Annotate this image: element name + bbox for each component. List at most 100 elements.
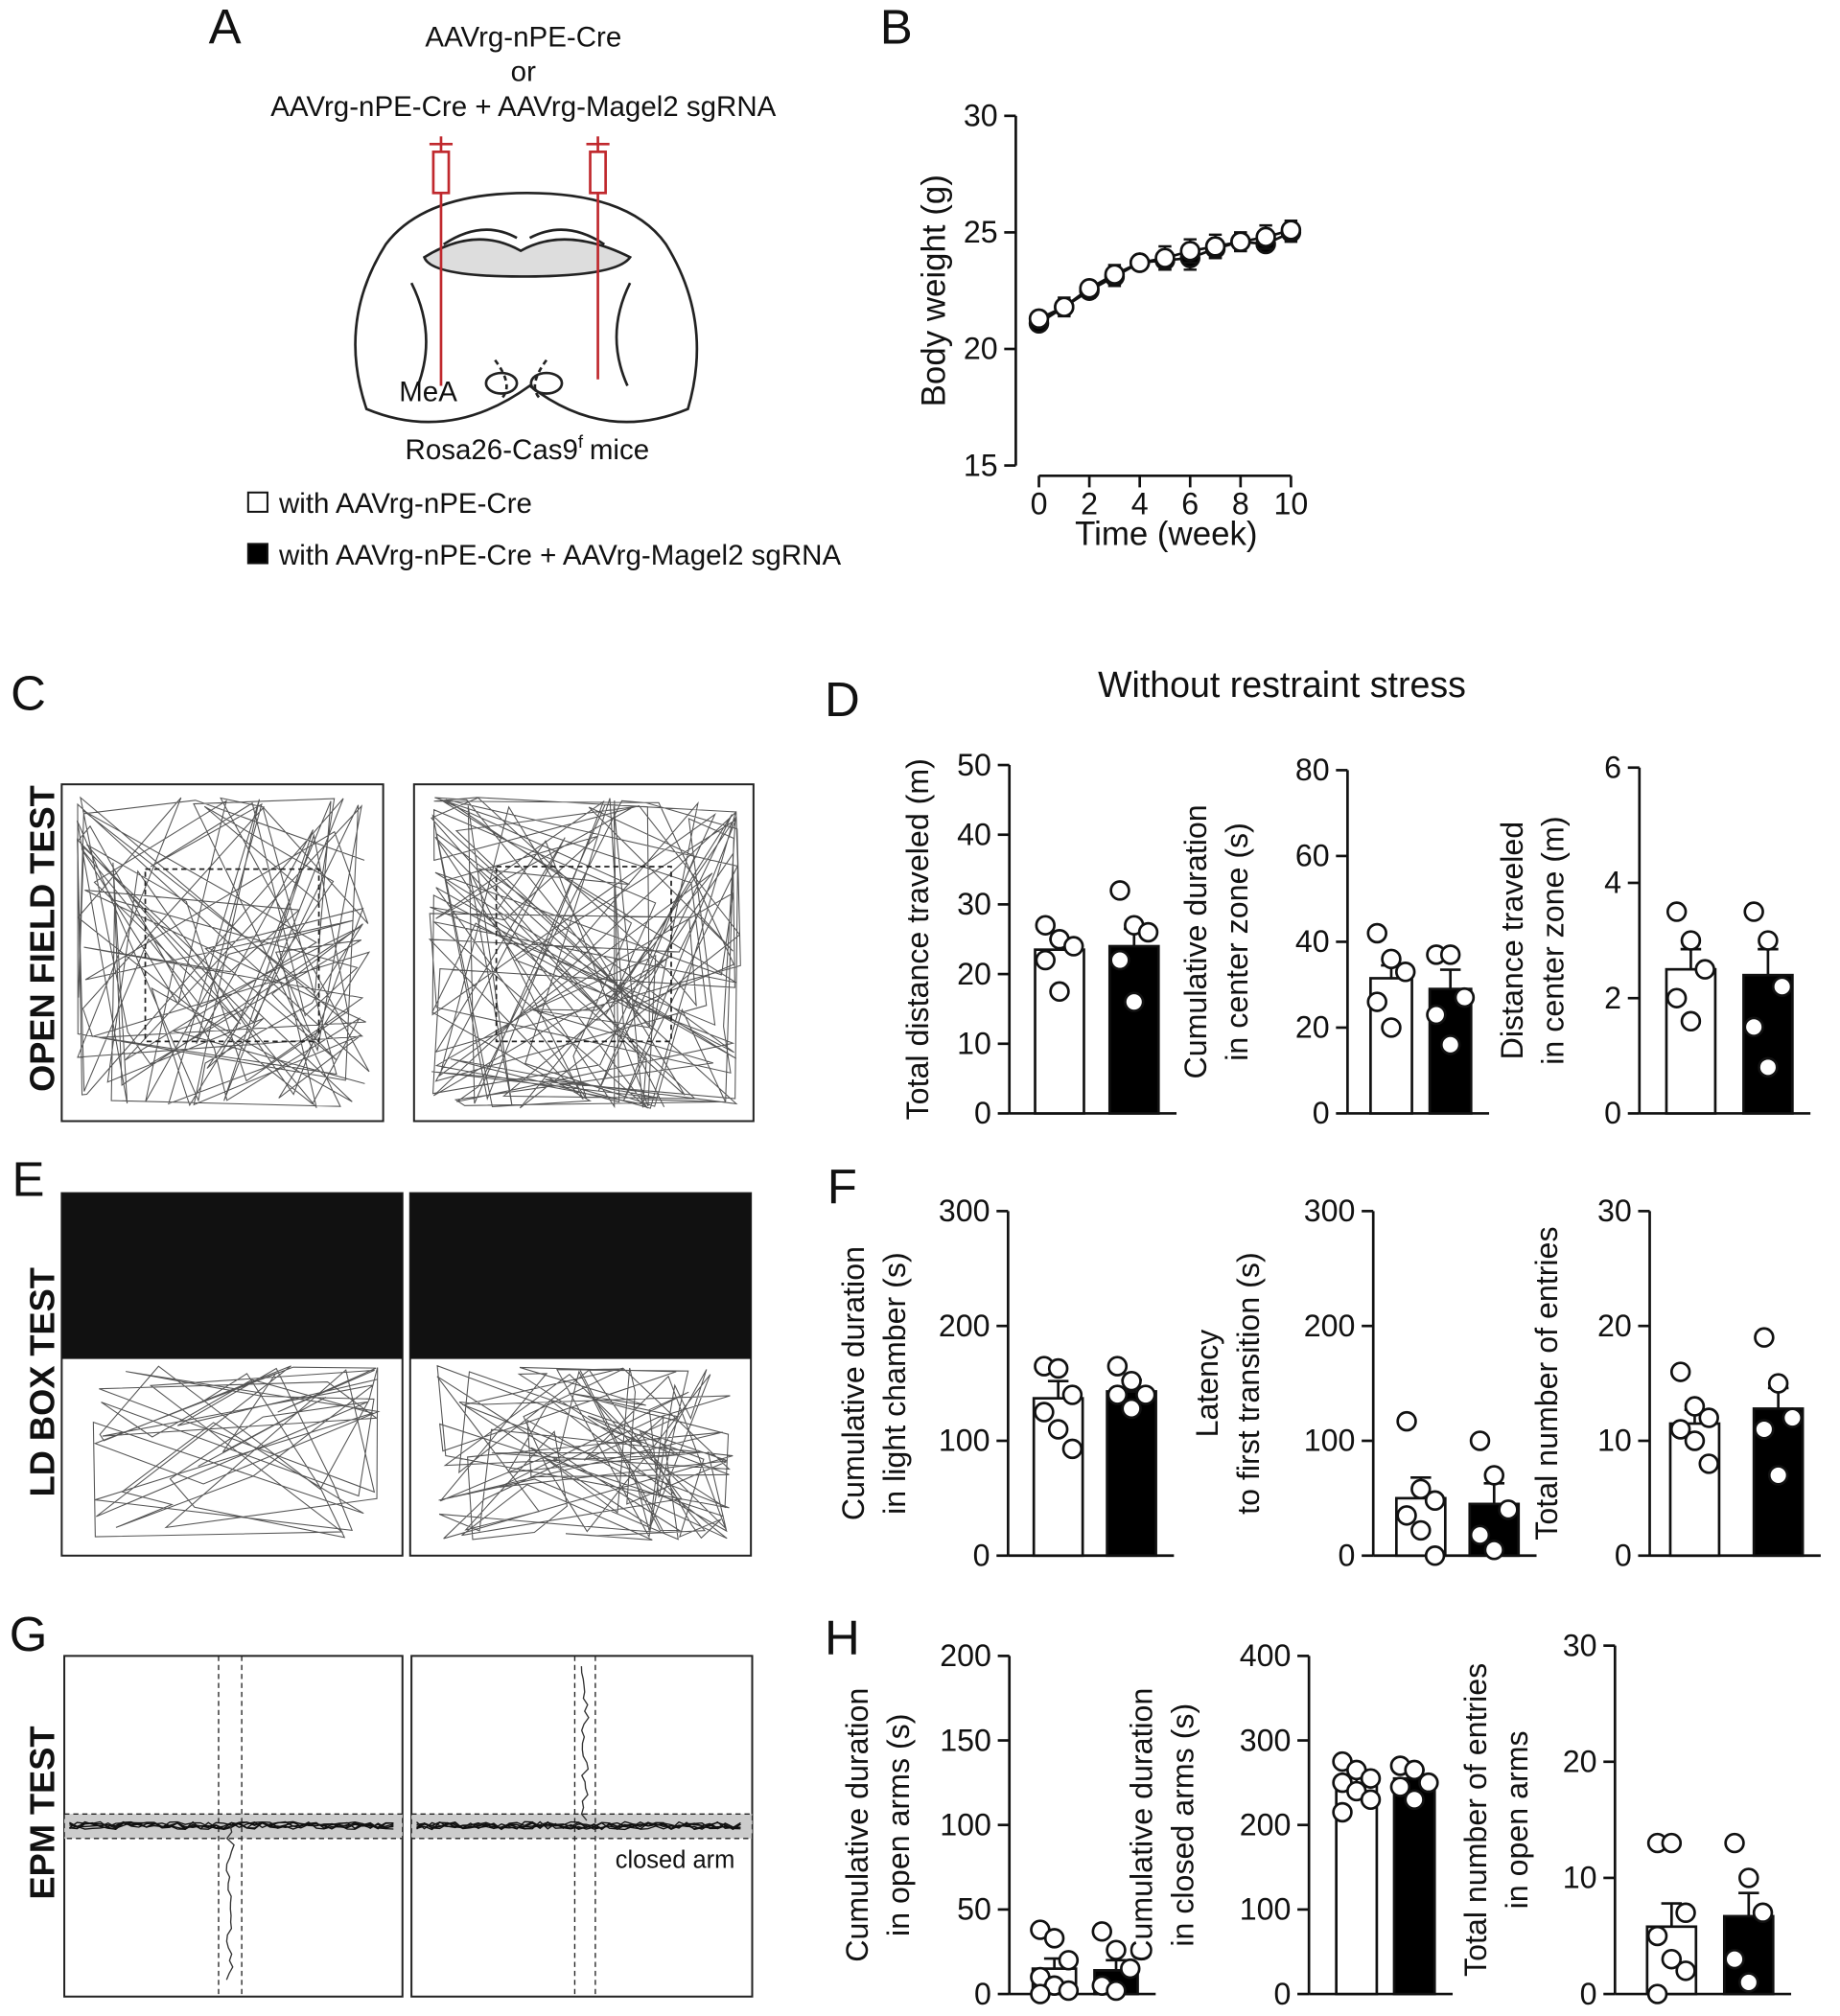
trace-path <box>76 796 371 1108</box>
data-point <box>1669 1361 1691 1382</box>
y-axis-label: Total number of entries <box>1458 1663 1493 1977</box>
y-tick-label: 4 <box>1604 866 1621 900</box>
x-tick-label: 10 <box>1273 487 1308 521</box>
data-point <box>1106 1939 1127 1960</box>
y-axis-label: Latency <box>1190 1329 1224 1438</box>
y-tick-label: 300 <box>1240 1723 1292 1757</box>
section-title: Without restraint stress <box>1098 664 1466 705</box>
data-point <box>1091 1921 1112 1942</box>
legend-label: with AAVrg-nPE-Cre + AAVrg-Magel2 sgRNA <box>278 540 841 571</box>
data-point <box>1121 1370 1142 1392</box>
test-label: LD BOX TEST <box>22 1267 61 1496</box>
trace-path <box>428 797 741 1109</box>
data-point <box>1754 1327 1775 1348</box>
y-tick-label: 60 <box>1295 839 1330 873</box>
data-point <box>1752 1902 1774 1923</box>
data-point <box>1366 991 1387 1012</box>
y-tick-label: 100 <box>1240 1892 1292 1927</box>
data-point <box>1424 1545 1446 1566</box>
data-point <box>1418 1772 1439 1794</box>
y-axis-label: in center zone (s) <box>1220 823 1254 1061</box>
data-point <box>1439 944 1461 965</box>
data-point <box>1724 1832 1745 1854</box>
y-axis-label: in open arms <box>1500 1730 1534 1909</box>
region-label: MeA <box>399 377 457 408</box>
bar <box>1392 1776 1436 1996</box>
data-point <box>1675 1902 1696 1923</box>
panel-label: A <box>209 0 242 55</box>
y-axis-label: Cumulative duration <box>840 1688 874 1962</box>
data-point <box>1035 949 1056 971</box>
data-point <box>1483 1465 1504 1486</box>
zone-outline <box>144 868 320 1043</box>
y-tick-label: 6 <box>1604 750 1621 784</box>
y-axis-label: Cumulative duration <box>1178 804 1213 1078</box>
y-axis-label: Cumulative duration <box>836 1246 871 1520</box>
data-point <box>1360 1789 1382 1810</box>
y-tick-label: 100 <box>1304 1424 1356 1458</box>
data-point <box>1137 921 1159 943</box>
trace-path <box>225 1825 235 1981</box>
zone-outline <box>495 866 672 1043</box>
y-axis-label: in light chamber (s) <box>877 1252 912 1515</box>
schematic-text: AAVrg-nPE-Cre <box>425 21 621 53</box>
data-point <box>1109 880 1130 901</box>
y-tick-label: 15 <box>964 448 998 482</box>
y-axis-label: Cumulative duration <box>1125 1688 1159 1962</box>
data-point <box>1483 1540 1504 1561</box>
x-tick-label: 0 <box>1031 487 1048 521</box>
data-point <box>1154 247 1176 268</box>
data-point <box>1698 1407 1719 1428</box>
mice-word: mice <box>590 434 649 466</box>
y-axis-label: in open arms (s) <box>881 1713 916 1935</box>
y-tick-label: 40 <box>1295 924 1330 959</box>
y-tick-label: 50 <box>957 748 991 782</box>
y-tick-label: 200 <box>1304 1309 1356 1343</box>
y-tick-label: 25 <box>964 215 998 249</box>
data-point <box>1230 231 1251 252</box>
mice-superscript: f <box>578 431 584 452</box>
trace-path <box>436 1364 734 1541</box>
trace-path <box>69 1820 394 1831</box>
data-point <box>1109 949 1130 971</box>
data-point <box>1106 1980 1127 2002</box>
data-point <box>1743 901 1764 922</box>
y-tick-label: 0 <box>973 1539 990 1573</box>
data-point <box>1758 930 1779 951</box>
data-point <box>1047 1357 1069 1379</box>
y-tick-label: 0 <box>1615 1539 1632 1573</box>
panel-label: H <box>825 1610 860 1665</box>
data-point <box>1389 1776 1411 1797</box>
data-point <box>1396 1505 1417 1526</box>
data-point <box>1738 1972 1759 1993</box>
y-axis-label: Body weight (g) <box>916 174 953 406</box>
y-tick-label: 20 <box>1295 1010 1330 1045</box>
error-bar <box>1738 1891 1759 1916</box>
data-point <box>1665 987 1688 1008</box>
behavior-traces <box>60 783 755 1998</box>
error-bar <box>1758 947 1779 976</box>
error-bar <box>1047 1379 1069 1399</box>
trace-path <box>69 1820 394 1831</box>
y-tick-label: 200 <box>939 1309 990 1343</box>
y-tick-label: 20 <box>957 957 991 991</box>
y-tick-label: 0 <box>1273 1977 1291 2011</box>
y-tick-label: 10 <box>1563 1861 1597 1895</box>
data-point <box>1396 1410 1417 1432</box>
data-point <box>1767 1373 1789 1394</box>
syringes <box>429 136 610 386</box>
data-point <box>1047 1419 1069 1440</box>
panel-label: B <box>880 0 913 55</box>
data-point <box>1680 1010 1702 1031</box>
error-bar <box>1661 1902 1683 1927</box>
data-point <box>1179 241 1200 262</box>
y-tick-label: 30 <box>964 99 998 133</box>
data-point <box>1771 976 1793 997</box>
mice-strain: Rosa26-Cas9 <box>406 434 578 466</box>
trace-box <box>412 783 755 1123</box>
data-point <box>1043 1928 1065 1949</box>
y-tick-label: 30 <box>1563 1628 1597 1662</box>
data-point <box>1439 1034 1461 1055</box>
test-label: OPEN FIELD TEST <box>22 785 61 1092</box>
